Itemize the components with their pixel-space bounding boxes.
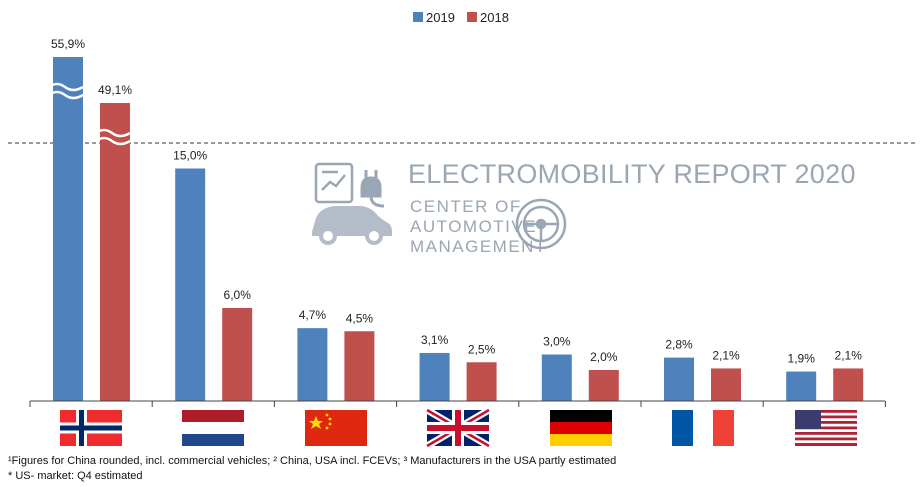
bar-2018-china [344, 331, 375, 401]
value-label: 2,1% [835, 348, 863, 362]
value-labels-group: 55,9% 15,0% 4,7% 3,1% 3,0% 2,8% 1,9% 49,1% 6,0% 4… [51, 37, 862, 366]
value-label: 3,1% [421, 333, 449, 347]
electric-car-icon [312, 206, 392, 245]
footnote-sources: ¹Figures for China rounded, incl. commer… [8, 455, 617, 467]
flag-usa [795, 410, 857, 446]
value-label: 2,8% [665, 338, 693, 352]
flag-united-kingdom [425, 406, 491, 450]
axis-break-mark [48, 82, 84, 92]
legend-label-2018: 2018 [480, 10, 509, 25]
value-label: 3,0% [543, 335, 571, 349]
axis-break-mark [95, 128, 131, 138]
value-label: 2,5% [468, 342, 496, 356]
watermark-org-line1: CENTER OF [410, 197, 522, 216]
axis-break-mark [95, 136, 131, 146]
bar-2019-netherlands [175, 168, 206, 401]
value-label: 2,1% [712, 348, 740, 362]
bar-2018-france [711, 368, 741, 401]
bar-2019-china [297, 328, 328, 401]
bar-2019-usa [786, 371, 817, 401]
watermark: ELECTROMOBILITY REPORT 2020 CENTER OF AU… [312, 159, 856, 256]
legend-label-2019: 2019 [426, 10, 455, 25]
flag-france [672, 410, 734, 446]
axis-break-mark [48, 90, 84, 100]
value-label: 49,1% [98, 83, 132, 97]
bar-2018-usa [833, 368, 864, 401]
bar-2018-norway [100, 103, 130, 401]
bar-2019-norway [53, 57, 83, 401]
bars-group [48, 57, 864, 401]
bar-2019-france [664, 357, 694, 401]
watermark-org-line2: AUTOMOTIVE [410, 217, 537, 236]
legend-swatch-2018 [467, 12, 477, 22]
report-document-icon [314, 162, 354, 204]
value-label: 4,7% [299, 308, 327, 322]
value-label: 2,0% [590, 350, 618, 364]
value-label: 4,5% [346, 311, 374, 325]
value-label: 6,0% [224, 288, 252, 302]
footnote-us-market: * US- market: Q4 estimated [8, 470, 143, 482]
legend: 2019 2018 [413, 10, 509, 25]
steering-wheel-seal-icon [515, 198, 567, 250]
bar-2018-netherlands [222, 308, 253, 401]
flag-china [305, 410, 367, 446]
bar-2018-germany [588, 370, 619, 401]
bar-2019-united-kingdom [419, 352, 450, 401]
bar-2018-united-kingdom [466, 362, 497, 401]
legend-swatch-2019 [413, 12, 423, 22]
flag-norway [60, 410, 122, 446]
value-label: 1,9% [788, 352, 816, 366]
watermark-org-line3: MANAGEMENT [410, 237, 547, 256]
value-label: 55,9% [51, 37, 85, 51]
x-axis-ticks [29, 401, 886, 407]
flag-netherlands [182, 410, 244, 446]
watermark-title: ELECTROMOBILITY REPORT 2020 [408, 159, 856, 189]
bar-2019-germany [541, 354, 572, 401]
plug-icon [360, 170, 385, 208]
value-label: 15,0% [173, 149, 207, 163]
flag-germany [550, 410, 612, 446]
